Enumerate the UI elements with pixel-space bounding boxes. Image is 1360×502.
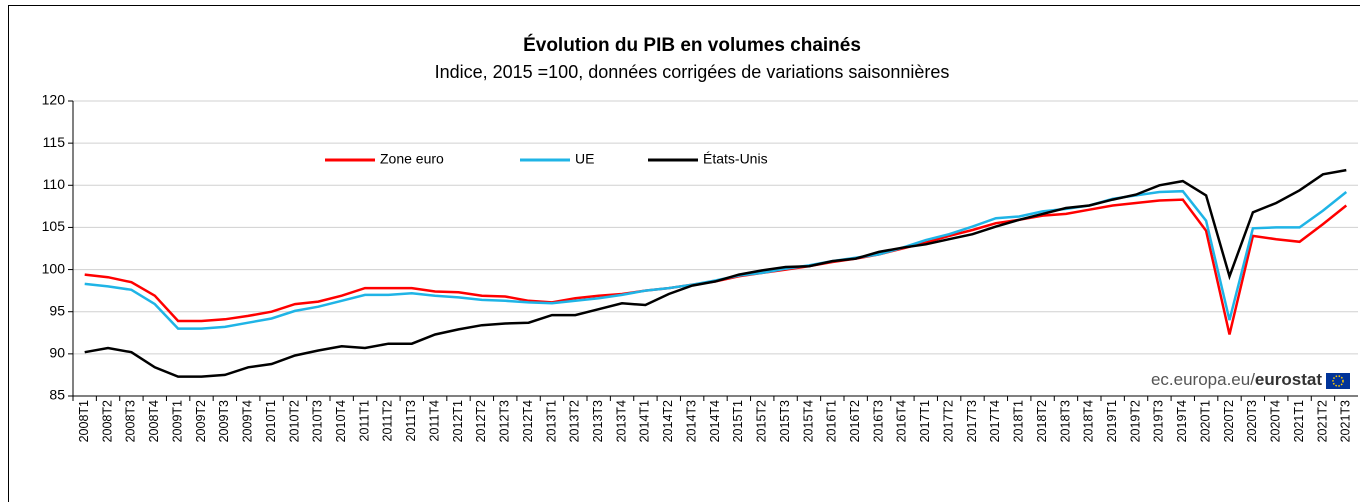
x-tick-label: 2018T4 xyxy=(1082,400,1096,442)
x-tick-label: 2010T1 xyxy=(264,400,278,442)
legend-label: UE xyxy=(575,151,594,167)
x-tick-label: 2010T3 xyxy=(311,400,325,442)
x-tick-label: 2017T4 xyxy=(988,400,1002,442)
x-tick-label: 2016T1 xyxy=(825,400,839,442)
x-tick-label: 2010T2 xyxy=(287,400,301,442)
eu-flag xyxy=(1326,373,1350,389)
x-tick-label: 2012T1 xyxy=(451,400,465,442)
x-tick-label: 2008T1 xyxy=(77,400,91,442)
x-tick-label: 2020T2 xyxy=(1222,400,1236,442)
x-tick-label: 2020T3 xyxy=(1245,400,1259,442)
source: ec.europa.eu/eurostat xyxy=(1151,370,1322,389)
x-tick-label: 2017T3 xyxy=(965,400,979,442)
x-tick-label: 2017T1 xyxy=(918,400,932,442)
x-tick-label: 2013T2 xyxy=(568,400,582,442)
y-tick-label: 115 xyxy=(43,134,66,150)
chart-frame xyxy=(8,5,1360,502)
source-brand: eurostat xyxy=(1255,370,1322,389)
x-tick-label: 2016T4 xyxy=(895,400,909,442)
x-tick-label: 2019T2 xyxy=(1128,400,1142,442)
x-tick-label: 2009T2 xyxy=(194,400,208,442)
x-tick-label: 2011T2 xyxy=(381,400,395,442)
y-tick-label: 105 xyxy=(42,218,66,234)
x-tick-label: 2021T2 xyxy=(1315,400,1329,442)
chart-subtitle: Indice, 2015 =100, données corrigées de … xyxy=(435,62,950,82)
x-tick-label: 2018T2 xyxy=(1035,400,1049,442)
x-tick-label: 2019T3 xyxy=(1152,400,1166,442)
x-tick-label: 2010T4 xyxy=(334,400,348,442)
x-tick-label: 2018T1 xyxy=(1012,400,1026,442)
x-tick-label: 2015T1 xyxy=(731,400,745,442)
x-tick-label: 2013T1 xyxy=(544,400,558,442)
x-tick-label: 2011T1 xyxy=(357,400,371,442)
x-tick-label: 2012T3 xyxy=(498,400,512,442)
x-tick-label: 2009T3 xyxy=(217,400,231,442)
legend-label: États-Unis xyxy=(703,151,768,167)
x-tick-label: 2020T1 xyxy=(1198,400,1212,442)
y-tick-label: 90 xyxy=(49,345,65,361)
x-tick-label: 2011T3 xyxy=(404,400,418,442)
x-tick-label: 2015T2 xyxy=(755,400,769,442)
legend-label: Zone euro xyxy=(380,151,444,167)
x-tick-label: 2015T4 xyxy=(801,400,815,442)
x-tick-label: 2013T3 xyxy=(591,400,605,442)
x-tick-label: 2013T4 xyxy=(614,400,628,442)
x-tick-label: 2016T3 xyxy=(871,400,885,442)
x-tick-label: 2011T4 xyxy=(427,400,441,442)
x-tick-label: 2012T2 xyxy=(474,400,488,442)
x-tick-label: 2008T4 xyxy=(147,400,161,442)
y-tick-label: 95 xyxy=(49,302,65,318)
x-tick-label: 2019T1 xyxy=(1105,400,1119,442)
source-prefix: ec.europa.eu/ xyxy=(1151,370,1255,389)
x-tick-label: 2008T2 xyxy=(100,400,114,442)
y-tick-label: 85 xyxy=(49,387,65,403)
x-tick-label: 2009T4 xyxy=(241,400,255,442)
y-tick-label: 110 xyxy=(43,176,66,192)
x-tick-label: 2014T2 xyxy=(661,400,675,442)
series-line xyxy=(84,168,1347,378)
x-tick-label: 2014T1 xyxy=(638,400,652,442)
x-tick-label: 2015T3 xyxy=(778,400,792,442)
x-tick-label: 2008T3 xyxy=(124,400,138,442)
x-tick-label: 2014T3 xyxy=(684,400,698,442)
x-tick-label: 2009T1 xyxy=(170,400,184,442)
chart-title: Évolution du PIB en volumes chainés xyxy=(523,34,861,56)
x-tick-label: 2019T4 xyxy=(1175,400,1189,442)
x-tick-label: 2020T4 xyxy=(1269,400,1283,442)
x-tick-label: 2018T3 xyxy=(1058,400,1072,442)
y-tick-label: 120 xyxy=(42,92,66,108)
x-tick-label: 2021T3 xyxy=(1339,400,1353,442)
y-tick-label: 100 xyxy=(42,260,66,276)
x-tick-label: 2012T4 xyxy=(521,400,535,442)
x-tick-label: 2017T2 xyxy=(941,400,955,442)
x-tick-label: 2021T1 xyxy=(1292,400,1306,442)
x-tick-label: 2016T2 xyxy=(848,400,862,442)
x-tick-label: 2014T4 xyxy=(708,400,722,442)
